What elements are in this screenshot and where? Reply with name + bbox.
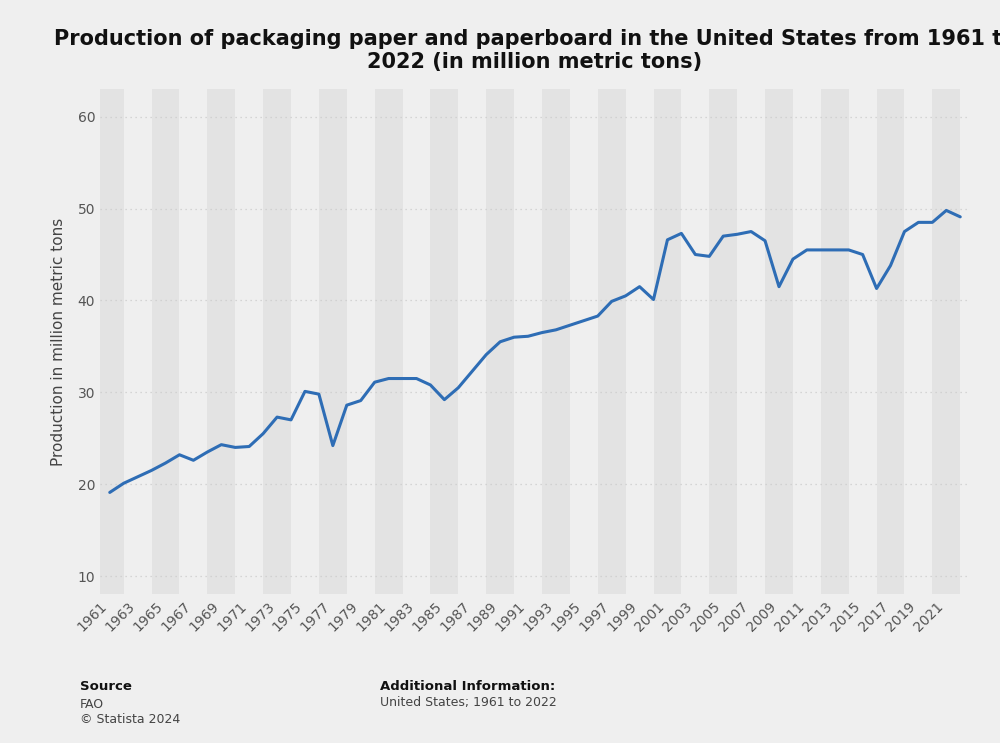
Bar <box>235 89 263 594</box>
Bar <box>124 89 152 594</box>
Text: FAO
© Statista 2024: FAO © Statista 2024 <box>80 698 180 727</box>
Bar <box>598 89 626 594</box>
Bar <box>681 89 709 594</box>
Bar <box>654 89 681 594</box>
Bar <box>737 89 765 594</box>
Bar <box>152 89 179 594</box>
Bar <box>319 89 347 594</box>
Bar <box>793 89 821 594</box>
Bar <box>626 89 654 594</box>
Bar <box>849 89 877 594</box>
Bar <box>403 89 430 594</box>
Bar <box>514 89 542 594</box>
Text: United States; 1961 to 2022: United States; 1961 to 2022 <box>380 696 557 709</box>
Bar <box>904 89 932 594</box>
Bar <box>96 89 124 594</box>
Bar <box>458 89 486 594</box>
Bar <box>570 89 598 594</box>
Text: Source: Source <box>80 680 132 692</box>
Title: Production of packaging paper and paperboard in the United States from 1961 to
2: Production of packaging paper and paperb… <box>54 29 1000 72</box>
Bar <box>375 89 403 594</box>
Bar <box>821 89 849 594</box>
Y-axis label: Production in million metric tons: Production in million metric tons <box>51 218 66 466</box>
Bar <box>877 89 904 594</box>
Bar <box>709 89 737 594</box>
Bar <box>207 89 235 594</box>
Bar <box>765 89 793 594</box>
Text: Additional Information:: Additional Information: <box>380 680 555 692</box>
Bar <box>179 89 207 594</box>
Bar <box>486 89 514 594</box>
Bar <box>263 89 291 594</box>
Bar <box>347 89 375 594</box>
Bar <box>932 89 960 594</box>
Bar <box>542 89 570 594</box>
Bar <box>291 89 319 594</box>
Bar <box>430 89 458 594</box>
